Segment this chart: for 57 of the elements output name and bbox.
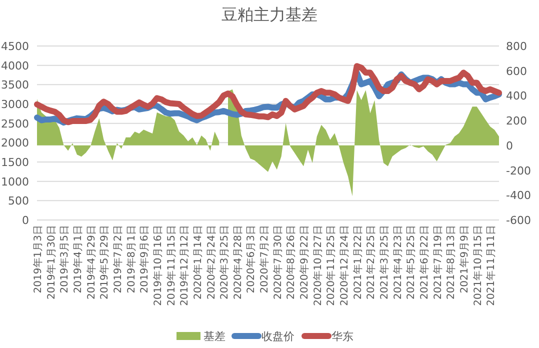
x-tick-label: 2021年2月25日 [365,225,378,300]
y2-tick-label: 200 [506,114,527,128]
x-tick-label: 2020年7月2日 [258,225,271,294]
y-tick-label: 1500 [1,156,29,169]
x-tick-label: 2021年4月23日 [392,225,404,300]
x-tick-label: 2020年11月25日 [325,225,338,306]
y2-tick-label: 400 [506,90,527,103]
x-tick-label: 2019年7月2日 [112,225,124,294]
x-tick-label: 2021年10月15日 [472,225,484,306]
x-tick-label: 2019年4月29日 [85,225,98,300]
x-tick-label: 2019年1月3日 [32,225,44,294]
x-tick-label: 2021年3月25日 [378,225,390,300]
legend-label: 基差 [204,330,226,343]
x-tick-label: 2021年1月22日 [352,225,364,300]
y-tick-label: 1000 [1,175,29,188]
y-tick-label: 2000 [1,136,29,150]
x-tick-label: 2020年10月27日 [312,225,324,306]
x-tick-label: 2021年11月11日 [485,225,498,306]
x-tick-label: 2020年6月3日 [245,225,258,294]
x-tick-label: 2020年9月22日 [298,225,311,300]
x-tick-label: 2021年7月19日 [432,225,444,300]
x-tick-label: 2021年5月25日 [405,225,418,300]
x-tick-label: 2020年3月25日 [218,225,231,300]
legend-label: 收盘价 [262,330,294,343]
y-tick-label: 4500 [1,40,29,53]
y-tick-label: 3000 [1,98,29,111]
x-tick-label: 2019年3月5日 [58,225,71,294]
y2-tick-label: 600 [506,64,527,78]
y-tick-label: 4000 [1,59,29,72]
chart-title: 豆粕主力基差 [222,5,318,24]
x-tick-label: 2020年2月24日 [205,225,218,300]
x-tick-label: 2019年4月1日 [72,225,84,294]
x-tick-label: 2020年12月24日 [338,225,351,306]
x-tick-label: 2019年1月30日 [45,225,58,300]
x-tick-label: 2019年5月29日 [98,225,111,300]
y-tick-label: 0 [22,214,29,227]
x-tick-label: 2021年9月9日 [458,225,470,294]
x-tick-label: 2019年8月1日 [125,225,138,294]
x-tick-label: 2020年4月28日 [232,225,244,300]
x-tick-label: 2019年11月15日 [165,225,178,306]
x-tick-label: 2020年8月26日 [285,225,298,300]
y-tick-label: 500 [8,194,29,208]
x-tick-label: 2020年1月14日 [192,225,204,300]
y2-tick-label: -200 [506,164,531,178]
legend-label: 华东 [332,330,354,343]
x-tick-label: 2020年7月30日 [272,225,284,300]
y2-tick-label: 800 [506,40,527,53]
y-tick-label: 2500 [1,117,29,130]
x-tick-label: 2021年6月22日 [418,225,430,300]
x-tick-label: 2019年9月6日 [138,225,151,294]
y2-tick-label: -400 [506,189,531,202]
y2-tick-label: -600 [506,214,531,227]
x-tick-label: 2021年8月13日 [445,225,458,300]
y-tick-label: 3500 [1,78,29,92]
x-tick-label: 2019年12月12日 [178,225,191,306]
y2-tick-label: 0 [506,139,513,152]
x-tick-label: 2019年10月16日 [152,225,164,306]
